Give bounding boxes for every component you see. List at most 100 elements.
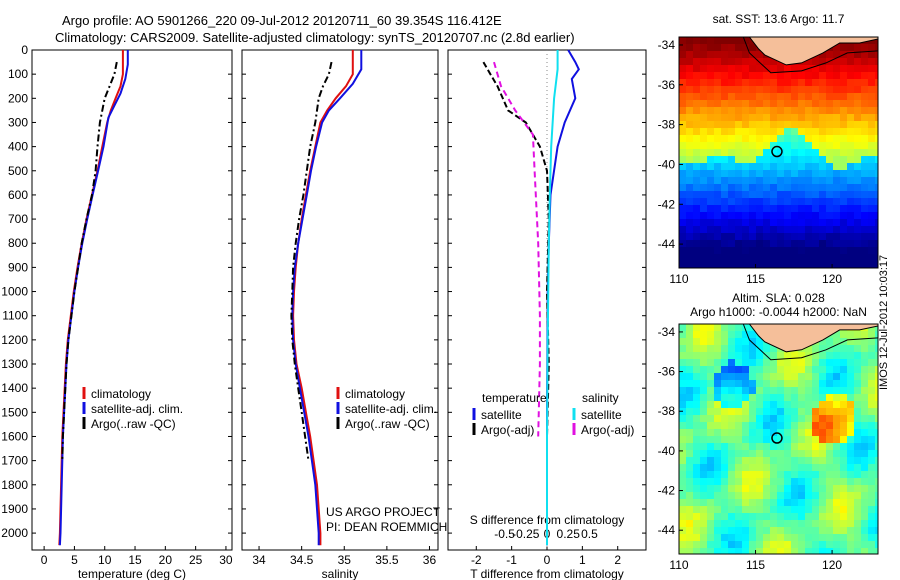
map-cell [791,107,799,115]
map-cell [805,443,813,451]
map-cell [700,513,708,521]
map-cell [833,471,841,479]
map-cell [728,212,736,220]
map-cell [686,261,694,268]
map-cell [875,100,878,108]
map-cell [791,352,799,360]
map-cell [777,65,785,73]
map-cell [749,485,757,493]
map-cell [679,492,687,500]
map-cell [714,499,722,507]
map-cell [875,548,878,554]
map-cell [735,72,743,80]
map-cell [686,485,694,493]
map-cell [721,359,729,367]
map-cell [679,478,687,486]
map-cell [847,72,855,80]
map-cell [840,44,848,52]
map-cell [847,401,855,409]
map-cell [777,100,785,108]
map-cell [819,149,827,157]
map-cell [875,471,878,479]
map-cell [833,450,841,458]
map-cell [728,464,736,472]
map-cell [679,177,687,185]
map-cell [791,366,799,374]
map-cell [714,373,722,381]
map-cell [686,93,694,101]
map-cell [840,506,848,514]
map-cell [742,163,750,171]
map-cell [840,345,848,353]
map-cell [840,534,848,542]
map-cell [749,443,757,451]
map-cell [707,254,715,262]
map-cell [763,156,771,164]
map-cell [735,450,743,458]
map-cell [875,65,878,73]
map-cell [854,422,862,430]
map-cell [805,492,813,500]
map-cell [875,415,878,423]
map-cell [784,205,792,213]
map-cell [728,345,736,353]
map-cell [749,520,757,528]
map-cell [749,534,757,542]
map-cell [700,79,708,87]
temperature-xlabel: temperature (deg C) [78,567,186,580]
map-cell [784,401,792,409]
map-cell [735,37,743,45]
map-cell [854,471,862,479]
map-cell [840,366,848,374]
map-cell [721,450,729,458]
map-cell [707,93,715,101]
map-cell [784,156,792,164]
depth-tick-label: 1500 [1,405,28,419]
map-cell [742,506,750,514]
map-cell [777,177,785,185]
map-cell [861,44,869,52]
map-cell [749,163,757,171]
map-cell [679,450,687,458]
map-cell [861,58,869,66]
map-cell [791,233,799,241]
map-cell [805,72,813,80]
map-cell [714,65,722,73]
sst-map-title: sat. SST: 13.6 Argo: 11.7 [713,12,845,26]
map-cell [798,380,806,388]
map-cell [819,142,827,150]
secondary-xtick-label: 0.5 [581,527,598,541]
map-cell [707,366,715,374]
map-cell [777,450,785,458]
map-cell [784,149,792,157]
map-cell [700,387,708,395]
map-cell [742,219,750,227]
map-cell [686,177,694,185]
map-ytick-label: -38 [658,404,676,418]
map-cell [791,135,799,143]
map-cell [826,156,834,164]
map-cell [791,415,799,423]
map-cell [686,338,694,346]
map-cell [812,366,820,374]
map-cell [875,37,878,45]
map-cell [763,534,771,542]
map-cell [693,191,701,199]
map-cell [693,149,701,157]
map-ytick-label: -42 [658,197,676,211]
map-cell [777,541,785,549]
map-cell [749,72,757,80]
map-cell [742,436,750,444]
map-cell [819,86,827,94]
map-cell [784,478,792,486]
map-cell [763,527,771,535]
map-cell [868,422,876,430]
map-cell [798,499,806,507]
map-cell [812,506,820,514]
map-cell [728,233,736,241]
map-cell [721,443,729,451]
map-cell [777,79,785,87]
map-cell [784,191,792,199]
map-cell [700,86,708,94]
map-cell [854,184,862,192]
